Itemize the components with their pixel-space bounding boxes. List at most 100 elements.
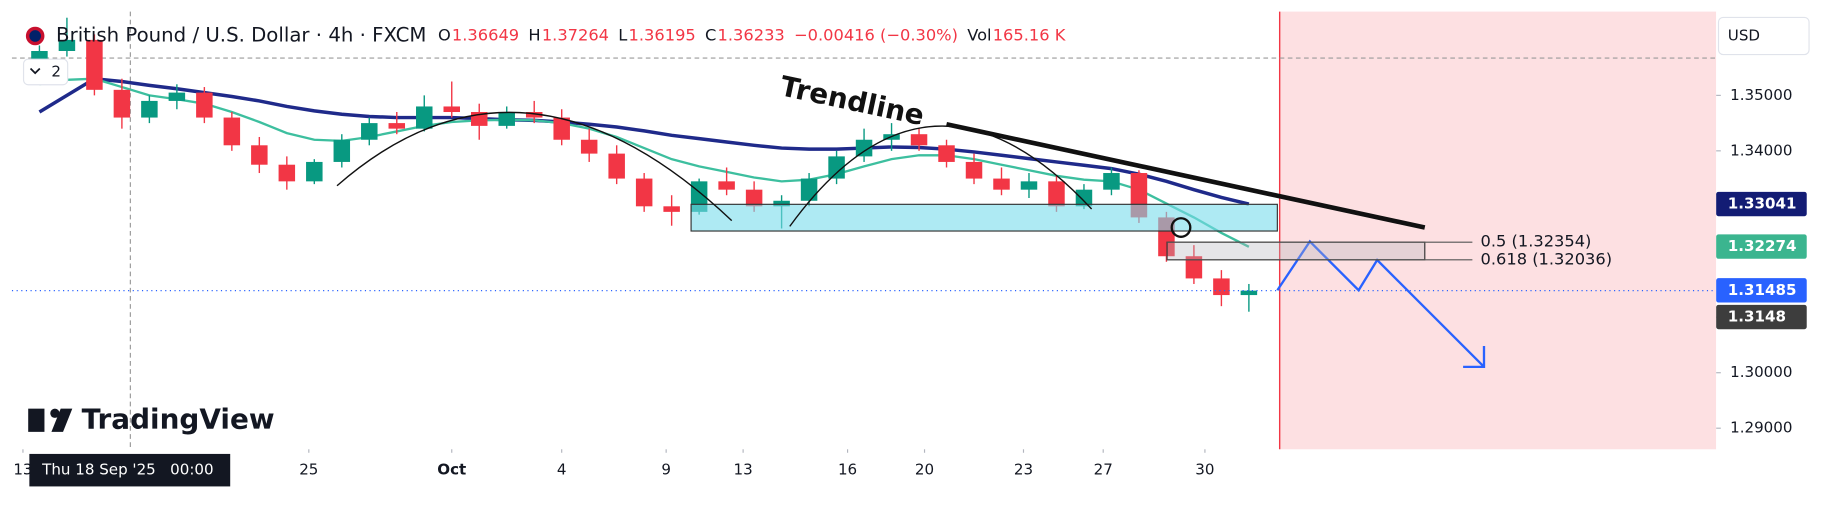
x-tick-label: 25 <box>299 461 318 479</box>
logo-mark <box>51 408 73 432</box>
candle-body <box>223 117 241 146</box>
x-tick-label: 13 <box>13 461 32 479</box>
collapse-button[interactable] <box>22 58 69 86</box>
projection <box>1276 239 1486 369</box>
candle-body <box>251 145 268 165</box>
future-zone <box>1279 11 1717 450</box>
y-tick-label: 1.30000 <box>1730 363 1792 381</box>
candle-body <box>58 39 76 51</box>
x-tick-label: 23 <box>1014 461 1033 479</box>
candle-body <box>635 178 653 207</box>
candle-body <box>498 112 515 126</box>
price-label-box <box>1716 234 1807 259</box>
ohlc-value: 1.37264 <box>542 25 609 44</box>
crosshair-box <box>29 453 231 487</box>
price-label-box <box>1716 304 1807 330</box>
arc <box>336 111 733 222</box>
currency: USD <box>1728 26 1760 44</box>
candle-body <box>306 161 323 182</box>
price-label-box <box>1716 191 1807 217</box>
candle-body <box>141 100 158 118</box>
candle-body <box>1240 290 1258 296</box>
candle-body <box>388 123 406 129</box>
candle-body <box>168 92 186 101</box>
currency-box <box>1717 16 1810 56</box>
moving-average <box>39 77 1250 248</box>
candle-body <box>1213 278 1230 296</box>
header: British Pound / U.S. Dollar · 4h · FXCM O… <box>56 23 1066 46</box>
logo-mark <box>50 408 60 418</box>
price-label: 1.33041 <box>1728 195 1797 213</box>
candle-body <box>361 123 378 140</box>
candle-body <box>800 178 818 201</box>
candle-body <box>1048 181 1065 207</box>
x-tick-label: 27 <box>1094 461 1113 479</box>
candle-body <box>443 106 460 113</box>
y-tick-label: 1.35000 <box>1730 86 1792 104</box>
ohlc-key: C <box>705 25 716 44</box>
arc <box>789 125 1093 227</box>
candle-body <box>608 153 625 179</box>
logo-mark <box>28 408 45 432</box>
title: British Pound / U.S. Dollar · 4h · FXCM <box>56 23 426 46</box>
y-tick-label: 1.29000 <box>1730 419 1792 437</box>
candle-body <box>828 156 845 179</box>
x-tick-label: 4 <box>557 461 567 479</box>
moving-average <box>38 76 1250 206</box>
flag <box>29 30 41 42</box>
ohlc-value: 1.36649 <box>452 25 519 44</box>
ohlc-value: 1.36195 <box>629 25 696 44</box>
ohlc-value: 1.36233 <box>718 25 785 44</box>
x-tick-label: 16 <box>838 461 857 479</box>
candle-body <box>1103 173 1120 190</box>
candle-body <box>333 139 351 162</box>
fib-zone <box>1166 241 1426 261</box>
price-label-box <box>1716 278 1807 303</box>
ohlc-key: L <box>618 25 627 44</box>
fib-label: 0.618 (1.32036) <box>1481 249 1613 268</box>
x-tick-label: 9 <box>661 461 671 479</box>
trendline <box>945 121 1426 230</box>
candle-body <box>196 92 213 118</box>
candle-body <box>718 181 735 190</box>
fib-layer: 0.5 (1.32354)0.618 (1.32036) <box>1166 232 1613 268</box>
candle-body <box>910 134 928 146</box>
candle-body <box>113 89 131 118</box>
price-label: 1.32274 <box>1728 237 1797 255</box>
volume-key: Vol <box>967 25 991 44</box>
x-tick-label: 13 <box>734 461 753 479</box>
crosshair-label: Thu 18 Sep '25 00:00 <box>41 461 213 479</box>
x-tick-label: Oct <box>437 461 466 479</box>
candle-body <box>1020 181 1038 190</box>
ohlc-key: H <box>528 25 540 44</box>
candle-body <box>278 164 296 182</box>
candle-body <box>773 200 790 207</box>
drawings: Trendline <box>336 69 1486 369</box>
axis-layer: 1.290001.300001.310001.340001.350001325O… <box>13 86 1807 479</box>
candle-body <box>855 139 873 157</box>
price-label: 1.3148 <box>1728 308 1786 326</box>
indicator-count: 2 <box>51 62 61 80</box>
fib-label: 0.5 (1.32354) <box>1481 232 1592 251</box>
candle-body <box>86 39 103 90</box>
candle-body <box>416 106 433 129</box>
x-tick-label: 30 <box>1195 461 1214 479</box>
price-label: 1.31485 <box>1728 281 1797 299</box>
brand: TradingView <box>82 402 275 435</box>
chevron <box>29 67 41 75</box>
ohlc-key: O <box>438 25 451 44</box>
x-tick-label: 20 <box>915 461 934 479</box>
candle-body <box>580 139 598 154</box>
change: −0.00416 (−0.30%) <box>794 25 958 44</box>
candle-body <box>745 189 763 207</box>
y-tick-label: 1.34000 <box>1730 141 1792 159</box>
candle-body <box>1185 256 1203 279</box>
candle-body <box>553 117 570 140</box>
data-layer <box>11 17 1717 312</box>
candle-body <box>993 178 1010 190</box>
candle-body <box>663 206 680 212</box>
candle-body <box>525 112 543 118</box>
candle-body <box>938 145 955 162</box>
